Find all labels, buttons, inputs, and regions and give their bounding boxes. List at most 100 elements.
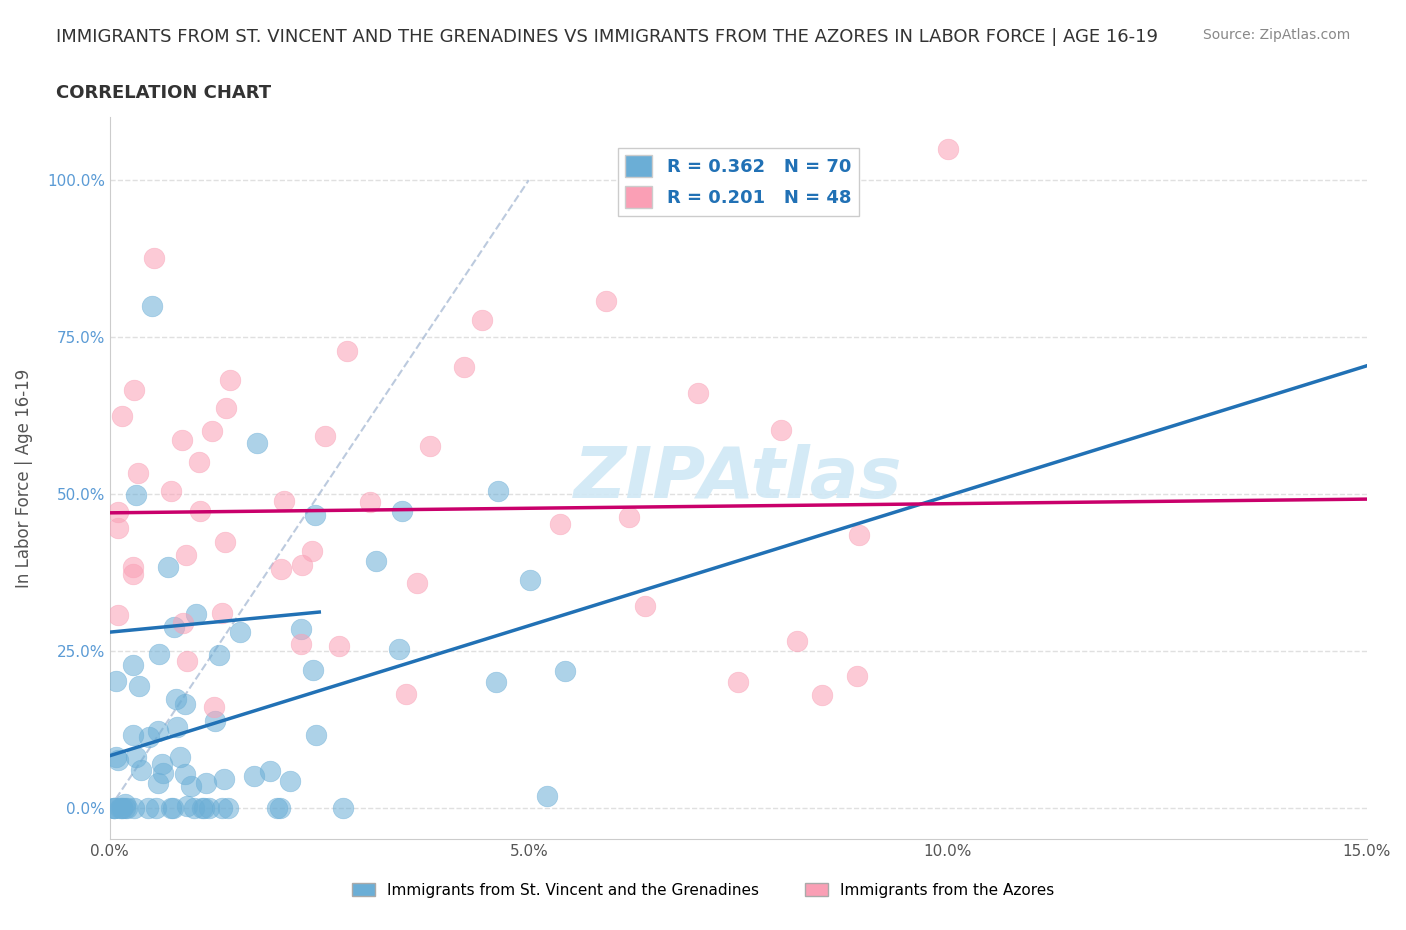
Point — [166, 720, 188, 735]
Point — [219, 372, 242, 387]
Point — [122, 658, 145, 672]
Point — [127, 466, 149, 481]
Point — [204, 699, 226, 714]
Point — [290, 622, 312, 637]
Point — [107, 521, 129, 536]
Point — [269, 801, 291, 816]
Point — [176, 654, 198, 669]
Point — [243, 768, 266, 783]
Point — [215, 401, 238, 416]
Point — [453, 360, 475, 375]
Point — [121, 566, 143, 581]
Point — [936, 141, 959, 156]
Point — [176, 799, 198, 814]
Point — [197, 801, 219, 816]
Legend: R = 0.362   N = 70, R = 0.201   N = 48: R = 0.362 N = 70, R = 0.201 N = 48 — [619, 148, 859, 216]
Point — [160, 484, 183, 498]
Point — [229, 624, 252, 639]
Point — [686, 386, 709, 401]
Point — [328, 638, 350, 653]
Point — [122, 801, 145, 816]
Point — [104, 750, 127, 764]
Point — [364, 554, 387, 569]
Point — [107, 607, 129, 622]
Point — [519, 573, 541, 588]
Point — [107, 752, 129, 767]
Point — [187, 455, 209, 470]
Point — [191, 801, 214, 816]
Point — [259, 764, 281, 778]
Point — [160, 801, 183, 816]
Point — [103, 801, 125, 816]
Point — [419, 438, 441, 453]
Point — [124, 750, 146, 764]
Point — [170, 432, 193, 447]
Point — [142, 251, 165, 266]
Point — [163, 619, 186, 634]
Point — [180, 778, 202, 793]
Point — [111, 801, 134, 816]
Y-axis label: In Labor Force | Age 16-19: In Labor Force | Age 16-19 — [15, 368, 32, 588]
Point — [291, 557, 314, 572]
Point — [273, 494, 295, 509]
Point — [122, 559, 145, 574]
Point — [103, 801, 125, 816]
Point — [536, 788, 558, 803]
Point — [848, 528, 870, 543]
Point — [270, 562, 292, 577]
Point — [211, 801, 233, 816]
Point — [332, 801, 354, 816]
Point — [114, 797, 136, 812]
Point — [152, 765, 174, 780]
Point — [146, 724, 169, 738]
Point — [301, 662, 323, 677]
Point — [634, 599, 657, 614]
Point — [165, 691, 187, 706]
Point — [183, 801, 205, 816]
Point — [405, 575, 427, 590]
Point — [786, 633, 808, 648]
Point — [136, 801, 159, 816]
Point — [486, 484, 509, 498]
Point — [115, 801, 138, 816]
Point — [172, 616, 194, 631]
Text: Source: ZipAtlas.com: Source: ZipAtlas.com — [1202, 28, 1350, 42]
Point — [145, 801, 167, 816]
Point — [304, 508, 326, 523]
Point — [278, 774, 301, 789]
Point — [204, 713, 226, 728]
Point — [548, 516, 571, 531]
Point — [388, 642, 411, 657]
Point — [108, 801, 131, 816]
Point — [129, 763, 152, 777]
Point — [111, 408, 134, 423]
Point — [471, 312, 494, 327]
Point — [395, 686, 418, 701]
Point — [105, 673, 128, 688]
Point — [157, 560, 180, 575]
Point — [554, 663, 576, 678]
Point — [727, 675, 749, 690]
Text: CORRELATION CHART: CORRELATION CHART — [56, 84, 271, 101]
Point — [193, 801, 215, 816]
Point — [103, 801, 125, 816]
Point — [845, 669, 868, 684]
Point — [770, 423, 793, 438]
Point — [214, 771, 236, 786]
Point — [169, 750, 191, 764]
Point — [128, 678, 150, 693]
Point — [150, 757, 173, 772]
Point — [174, 697, 197, 711]
Point — [811, 687, 834, 702]
Point — [485, 674, 508, 689]
Point — [141, 299, 163, 313]
Point — [188, 503, 211, 518]
Point — [122, 382, 145, 397]
Point — [138, 730, 160, 745]
Point — [125, 487, 148, 502]
Point — [391, 503, 413, 518]
Point — [114, 801, 136, 816]
Point — [214, 535, 236, 550]
Point — [146, 775, 169, 790]
Point — [305, 727, 328, 742]
